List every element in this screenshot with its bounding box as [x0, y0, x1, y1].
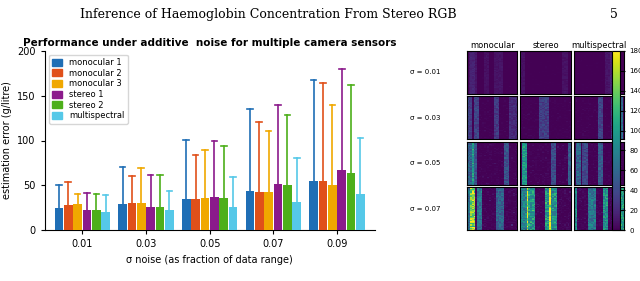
Bar [292, 202, 301, 230]
Bar [255, 192, 264, 230]
Bar [274, 184, 282, 230]
Title: stereo: stereo [532, 41, 559, 50]
Legend: monocular 1, monocular 2, monocular 3, stereo 1, stereo 2, multispectral: monocular 1, monocular 2, monocular 3, s… [49, 55, 127, 124]
Bar [283, 185, 292, 230]
Bar [347, 173, 355, 230]
Bar [83, 210, 92, 230]
Bar [165, 210, 173, 230]
Bar [191, 199, 200, 230]
Text: Inference of Haemoglobin Concentration From Stereo RGB: Inference of Haemoglobin Concentration F… [81, 8, 457, 21]
Y-axis label: σ = 0.03: σ = 0.03 [410, 115, 440, 121]
Bar [127, 203, 136, 230]
Bar [101, 212, 110, 230]
Title: Performance under additive  noise for multiple camera sensors: Performance under additive noise for mul… [23, 38, 396, 48]
Bar [64, 205, 72, 230]
Bar [92, 210, 100, 230]
Bar [73, 204, 82, 230]
Bar [182, 199, 191, 230]
Bar [201, 198, 209, 230]
X-axis label: σ noise (as fraction of data range): σ noise (as fraction of data range) [126, 255, 293, 265]
Bar [264, 192, 273, 230]
Y-axis label: σ = 0.05: σ = 0.05 [410, 160, 440, 166]
Y-axis label: estimation error (g/litre): estimation error (g/litre) [2, 81, 12, 200]
Bar [118, 204, 127, 230]
Bar [319, 181, 327, 230]
Bar [220, 198, 228, 230]
Bar [246, 191, 254, 230]
Bar [337, 170, 346, 230]
Bar [137, 203, 145, 230]
Y-axis label: σ = 0.07: σ = 0.07 [410, 206, 440, 212]
Y-axis label: σ = 0.01: σ = 0.01 [410, 69, 440, 75]
Bar [54, 208, 63, 230]
Bar [147, 207, 155, 230]
Title: multispectral: multispectral [571, 41, 627, 50]
Bar [156, 207, 164, 230]
Bar [309, 181, 318, 230]
Bar [210, 197, 219, 230]
Text: 5: 5 [610, 8, 618, 21]
Title: monocular: monocular [470, 41, 515, 50]
Bar [356, 194, 365, 230]
Bar [328, 185, 337, 230]
Bar [228, 207, 237, 230]
